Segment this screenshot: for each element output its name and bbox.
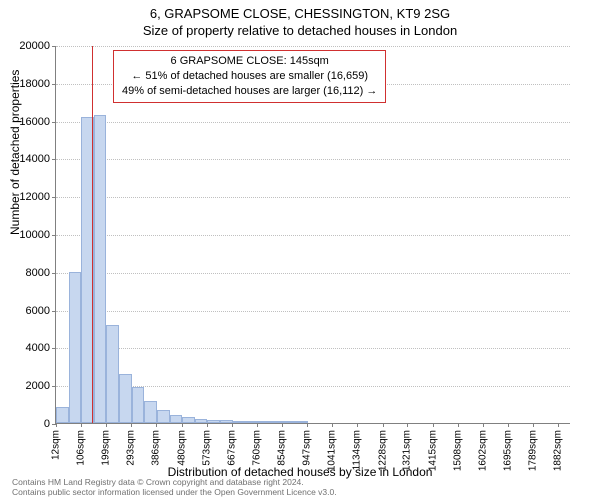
annotation-callout: 6 GRAPSOME CLOSE: 145sqm ← 51% of detach… [113, 50, 386, 103]
xtick-mark [533, 423, 534, 427]
xtick-mark [458, 423, 459, 427]
ytick-mark [52, 273, 56, 274]
plot-area: 12sqm106sqm199sqm293sqm386sqm480sqm573sq… [55, 46, 570, 424]
ytick-label: 4000 [10, 342, 50, 354]
histogram-bar [106, 325, 119, 423]
xtick-mark [81, 423, 82, 427]
xtick-mark [56, 423, 57, 427]
ytick-mark [52, 197, 56, 198]
ytick-mark [52, 84, 56, 85]
ytick-label: 0 [10, 418, 50, 430]
ytick-mark [52, 311, 56, 312]
histogram-bar [220, 420, 233, 423]
ytick-label: 16000 [10, 116, 50, 128]
property-marker-line [92, 46, 93, 423]
xtick-mark [156, 423, 157, 427]
xtick-label: 293sqm [126, 430, 137, 466]
histogram-bar [157, 410, 170, 423]
chart-title-address: 6, GRAPSOME CLOSE, CHESSINGTON, KT9 2SG [0, 0, 600, 21]
histogram-bar [119, 374, 132, 423]
ytick-label: 12000 [10, 191, 50, 203]
annotation-line2: ← 51% of detached houses are smaller (16… [122, 69, 377, 84]
xtick-mark [383, 423, 384, 427]
xtick-mark [232, 423, 233, 427]
xtick-mark [508, 423, 509, 427]
ytick-mark [52, 235, 56, 236]
ytick-mark [52, 424, 56, 425]
histogram-bar [56, 407, 69, 423]
ytick-label: 14000 [10, 153, 50, 165]
xtick-label: 573sqm [201, 430, 212, 466]
ytick-label: 8000 [10, 267, 50, 279]
chart-title-description: Size of property relative to detached ho… [0, 21, 600, 38]
xtick-label: 106sqm [76, 430, 87, 466]
xtick-label: 199sqm [101, 430, 112, 466]
xtick-mark [257, 423, 258, 427]
ytick-label: 20000 [10, 40, 50, 52]
histogram-bar [283, 421, 296, 423]
footer-line2: Contains public sector information licen… [12, 488, 337, 498]
xtick-mark [131, 423, 132, 427]
ytick-mark [52, 122, 56, 123]
xtick-mark [106, 423, 107, 427]
histogram-bars [56, 46, 570, 423]
histogram-bar [170, 415, 183, 423]
ytick-label: 6000 [10, 305, 50, 317]
xtick-mark [307, 423, 308, 427]
histogram-bar [195, 419, 208, 423]
xtick-mark [332, 423, 333, 427]
xtick-label: 854sqm [277, 430, 288, 466]
ytick-label: 18000 [10, 78, 50, 90]
xtick-mark [558, 423, 559, 427]
footer-attribution: Contains HM Land Registry data © Crown c… [12, 478, 337, 498]
ytick-label: 10000 [10, 229, 50, 241]
histogram-bar [233, 421, 246, 423]
histogram-bar [182, 417, 195, 423]
xtick-mark [407, 423, 408, 427]
xtick-label: 667sqm [226, 430, 237, 466]
ytick-mark [52, 159, 56, 160]
ytick-mark [52, 386, 56, 387]
histogram-bar [144, 401, 157, 423]
xtick-label: 480sqm [176, 430, 187, 466]
xtick-label: 386sqm [151, 430, 162, 466]
chart-area: 12sqm106sqm199sqm293sqm386sqm480sqm573sq… [55, 46, 570, 424]
histogram-bar [258, 421, 271, 423]
xtick-mark [207, 423, 208, 427]
histogram-bar [207, 420, 220, 423]
annotation-line1: 6 GRAPSOME CLOSE: 145sqm [122, 54, 377, 69]
xtick-mark [182, 423, 183, 427]
xtick-label: 947sqm [302, 430, 313, 466]
ytick-mark [52, 348, 56, 349]
histogram-bar [94, 115, 107, 423]
ytick-label: 2000 [10, 380, 50, 392]
ytick-mark [52, 46, 56, 47]
annotation-line3: 49% of semi-detached houses are larger (… [122, 84, 377, 99]
xtick-mark [282, 423, 283, 427]
histogram-bar [69, 272, 82, 423]
xtick-mark [433, 423, 434, 427]
xtick-label: 760sqm [251, 430, 262, 466]
y-axis-title: Number of detached properties [8, 70, 22, 235]
xtick-mark [357, 423, 358, 427]
xtick-mark [483, 423, 484, 427]
xtick-label: 12sqm [51, 430, 62, 460]
histogram-bar [132, 387, 145, 423]
